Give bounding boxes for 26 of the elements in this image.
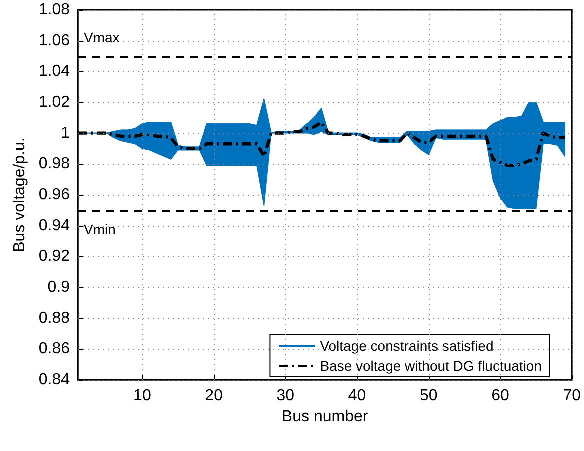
x-tick-label: 50	[420, 388, 438, 404]
y-tick-label: 1.08	[38, 2, 70, 18]
x-tick-label: 10	[134, 388, 152, 404]
y-tick-label: 0.98	[38, 156, 70, 173]
y-tick-label: 1.04	[38, 63, 70, 80]
ref-line-label: Vmax	[84, 29, 120, 46]
y-tick-label: 0.84	[38, 372, 70, 388]
y-tick-label: 0.88	[38, 310, 70, 327]
y-tick-label: 0.9	[48, 279, 70, 296]
x-tick-label: 60	[492, 388, 510, 404]
y-tick-label: 0.92	[38, 248, 70, 266]
x-tick-label: 40	[348, 388, 366, 404]
x-tick-label: 70	[563, 388, 582, 404]
y-axis-title: Bus voltage/p.u.	[11, 138, 28, 252]
y-tick-label: 0.96	[38, 186, 70, 204]
y-tick-label: 0.94	[38, 217, 70, 234]
y-tick-label: 0.86	[38, 340, 70, 358]
x-tick-label: 20	[205, 388, 224, 404]
legend-label: Voltage constraints satisfied	[320, 338, 494, 354]
y-tick-label: 1.06	[38, 32, 70, 50]
y-tick-label: 1	[61, 124, 70, 142]
x-axis-title: Bus number	[282, 408, 369, 426]
y-tick-label: 1.02	[38, 94, 70, 111]
legend-label: Base voltage without DG fluctuation	[320, 358, 542, 374]
ref-line-label: Vmin	[84, 221, 116, 238]
x-tick-label: 30	[276, 388, 295, 404]
